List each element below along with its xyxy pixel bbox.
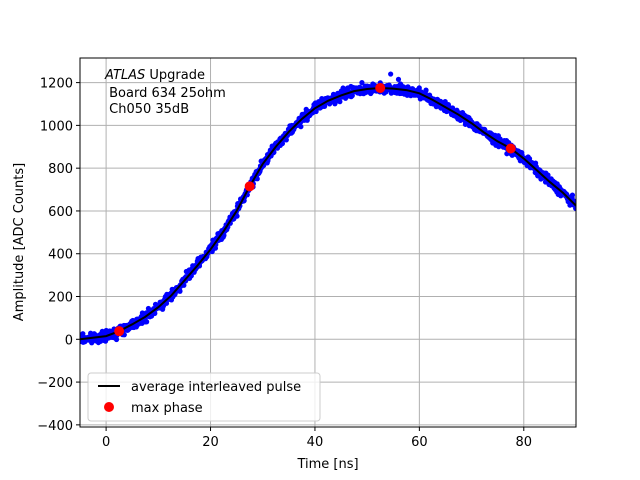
sample-point xyxy=(298,124,304,130)
x-tick-label: 20 xyxy=(202,435,219,450)
svg-text:ATLAS Upgrade: ATLAS Upgrade xyxy=(104,68,205,83)
x-axis-label: Time [ns] xyxy=(296,457,358,472)
sample-point xyxy=(113,336,120,343)
annotation-atlas: ATLAS xyxy=(104,68,145,83)
sample-point xyxy=(152,310,158,316)
sample-point xyxy=(416,85,422,91)
sample-point xyxy=(423,87,429,93)
sample-point xyxy=(177,288,183,294)
y-tick-label: 600 xyxy=(48,205,73,220)
annotation-channel: Ch050 35dB xyxy=(105,102,189,117)
y-tick-label: −400 xyxy=(37,419,73,434)
max-phase-point xyxy=(505,143,516,154)
annotation: ATLAS Upgrade Board 634 25ohm Ch050 35dB xyxy=(104,68,226,117)
x-tick-label: 0 xyxy=(102,435,110,450)
sample-point xyxy=(283,137,289,143)
sample-point xyxy=(545,172,551,178)
sample-point xyxy=(337,99,343,105)
x-tick-label: 80 xyxy=(516,435,533,450)
sample-point xyxy=(388,71,394,77)
max-phase-point xyxy=(375,82,386,93)
max-phase-point xyxy=(244,181,255,192)
y-axis-label: Amplitude [ADC Counts] xyxy=(12,163,27,321)
legend-label-max-phase: max phase xyxy=(131,401,203,416)
annotation-upgrade: Upgrade xyxy=(145,68,205,83)
y-tick-label: −200 xyxy=(37,376,73,391)
x-tick-label: 40 xyxy=(307,435,324,450)
grid xyxy=(80,58,576,427)
ticks: 0 20 40 60 80 −400 −200 0 200 400 600 800 1000 1200 xyxy=(37,77,532,450)
plot-frame xyxy=(79,57,577,428)
data-layer xyxy=(80,71,576,346)
legend-label-average: average interleaved pulse xyxy=(131,380,301,395)
y-tick-label: 200 xyxy=(48,291,73,306)
y-tick-label: 400 xyxy=(48,248,73,263)
sample-point xyxy=(279,140,286,147)
sample-point xyxy=(80,331,86,337)
legend: average interleaved pulse max phase xyxy=(87,372,321,422)
legend-marker-swatch xyxy=(104,402,114,412)
sample-point xyxy=(144,319,150,325)
y-tick-label: 1200 xyxy=(40,77,73,92)
plot-area xyxy=(80,58,576,427)
sample-point xyxy=(569,192,576,198)
max-phase-point xyxy=(114,326,125,337)
sample-point xyxy=(359,80,365,86)
y-tick-label: 0 xyxy=(65,333,73,348)
x-tick-label: 60 xyxy=(411,435,428,450)
sample-point xyxy=(395,76,402,82)
y-tick-label: 800 xyxy=(48,162,73,177)
y-tick-label: 1000 xyxy=(40,119,73,134)
legend-box xyxy=(87,372,321,422)
annotation-board: Board 634 25ohm xyxy=(105,86,226,101)
sample-point xyxy=(234,213,240,219)
average-pulse-line xyxy=(80,86,576,341)
